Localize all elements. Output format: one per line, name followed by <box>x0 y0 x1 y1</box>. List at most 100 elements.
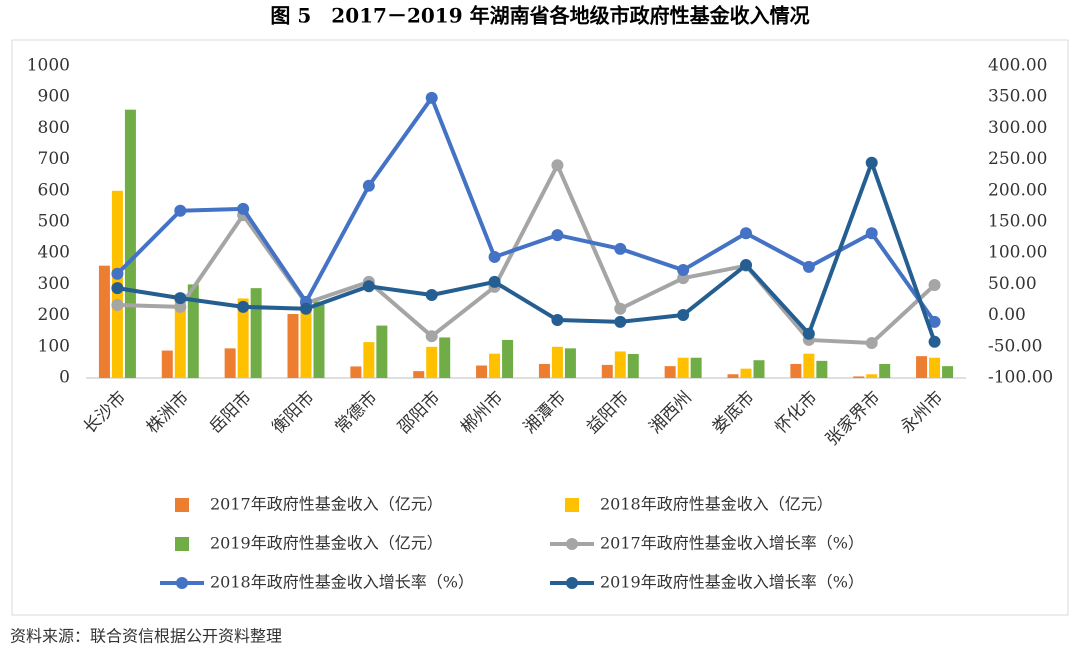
bar <box>790 363 802 378</box>
x-tick-label: 长沙市 <box>80 388 130 438</box>
line-marker <box>865 337 878 350</box>
bar <box>313 301 325 378</box>
bar <box>161 350 173 378</box>
legend-label: 2017年政府性基金收入增长率（%） <box>600 534 864 553</box>
line-marker <box>928 315 941 328</box>
y-tick-label: 700 <box>38 149 70 169</box>
y2-tick-label: 200.00 <box>988 180 1047 200</box>
bar <box>929 357 941 378</box>
line-marker <box>614 302 627 315</box>
line-marker <box>551 159 564 172</box>
bar <box>287 314 299 378</box>
bar <box>476 365 488 378</box>
y-tick-label: 200 <box>38 305 70 325</box>
chart-frame <box>11 39 1069 616</box>
line-marker <box>174 292 187 305</box>
y2-tick-label: -50.00 <box>988 336 1042 356</box>
line-marker <box>111 267 124 280</box>
bar <box>124 109 136 379</box>
x-tick-label: 郴州市 <box>457 388 507 438</box>
line-marker <box>740 227 752 240</box>
bar <box>853 376 865 378</box>
y2-tick-label: 0.00 <box>988 305 1026 325</box>
x-tick-label: 湘潭市 <box>520 388 570 438</box>
line-marker <box>802 327 815 340</box>
bar <box>426 346 438 378</box>
y-tick-label: 1000 <box>27 56 70 76</box>
bar <box>614 351 626 378</box>
line-marker <box>425 91 438 104</box>
x-tick-label: 永州市 <box>897 388 947 438</box>
x-tick-label: 衡阳市 <box>269 388 319 438</box>
x-tick-label: 张家界市 <box>822 388 884 450</box>
x-tick-label: 邵阳市 <box>394 388 444 438</box>
bar <box>250 288 262 378</box>
x-tick-label: 常德市 <box>331 388 381 438</box>
bar <box>98 265 110 378</box>
line-marker <box>488 250 501 263</box>
y-tick-label: 500 <box>38 212 70 232</box>
bar <box>174 293 186 378</box>
legend-label: 2019年政府性基金收入增长率（%） <box>600 573 864 592</box>
legend-swatch <box>565 498 579 512</box>
bar <box>237 298 249 378</box>
bar <box>538 363 550 378</box>
source-note: 资料来源：联合资信根据公开资料整理 <box>10 627 282 646</box>
legend-label: 2018年政府性基金收入增长率（%） <box>210 573 474 592</box>
x-tick-label: 湘西州 <box>646 388 696 438</box>
line-marker <box>362 280 375 293</box>
bar <box>413 371 425 378</box>
legend-swatch <box>175 537 189 551</box>
legend-label: 2019年政府性基金收入（亿元） <box>210 534 443 553</box>
line <box>117 163 936 346</box>
y2-tick-label: 300.00 <box>988 118 1047 138</box>
bar <box>866 374 878 378</box>
x-tick-label: 岳阳市 <box>206 388 256 438</box>
bar <box>803 353 815 378</box>
bar <box>376 325 388 378</box>
line-marker <box>928 279 941 292</box>
x-tick-label: 株洲市 <box>143 388 193 438</box>
x-tick-label: 益阳市 <box>583 388 633 438</box>
line-marker <box>425 330 438 343</box>
line-marker <box>174 300 187 313</box>
y-tick-label: 900 <box>38 87 70 107</box>
bar <box>690 357 702 378</box>
bar <box>627 353 639 378</box>
bar <box>350 366 362 378</box>
bar <box>187 284 199 378</box>
bar <box>564 348 576 378</box>
bar <box>677 357 689 378</box>
bar <box>664 366 676 378</box>
bar <box>753 360 765 378</box>
line-marker <box>551 313 564 326</box>
bar <box>816 360 828 378</box>
line-marker <box>174 204 187 217</box>
legend-swatch <box>175 498 189 512</box>
bar <box>363 342 375 378</box>
bar <box>727 374 739 378</box>
line-marker <box>614 242 627 255</box>
y2-tick-label: -100.00 <box>988 368 1053 388</box>
y-tick-label: 600 <box>38 180 70 200</box>
bar <box>502 339 514 378</box>
legend-marker <box>566 538 578 550</box>
y-tick-label: 800 <box>38 118 70 138</box>
y-tick-label: 400 <box>38 243 70 263</box>
legend-label: 2017年政府性基金收入（亿元） <box>210 495 443 514</box>
y2-tick-label: 250.00 <box>988 149 1047 169</box>
bar <box>300 303 312 378</box>
y2-tick-label: 100.00 <box>988 243 1047 263</box>
line-marker <box>677 264 690 277</box>
y-tick-label: 0 <box>59 368 70 388</box>
chart-title: 图 5 2017－2019 年湖南省各地级市政府性基金收入情况 <box>270 4 809 28</box>
x-tick-label: 怀化市 <box>771 388 821 438</box>
line-marker <box>802 260 815 273</box>
y2-tick-label: 50.00 <box>988 274 1037 294</box>
bar <box>916 356 928 378</box>
x-tick-label: 娄底市 <box>709 388 759 438</box>
bar <box>601 364 613 378</box>
legend-marker <box>566 577 578 589</box>
y-tick-label: 100 <box>38 336 70 356</box>
